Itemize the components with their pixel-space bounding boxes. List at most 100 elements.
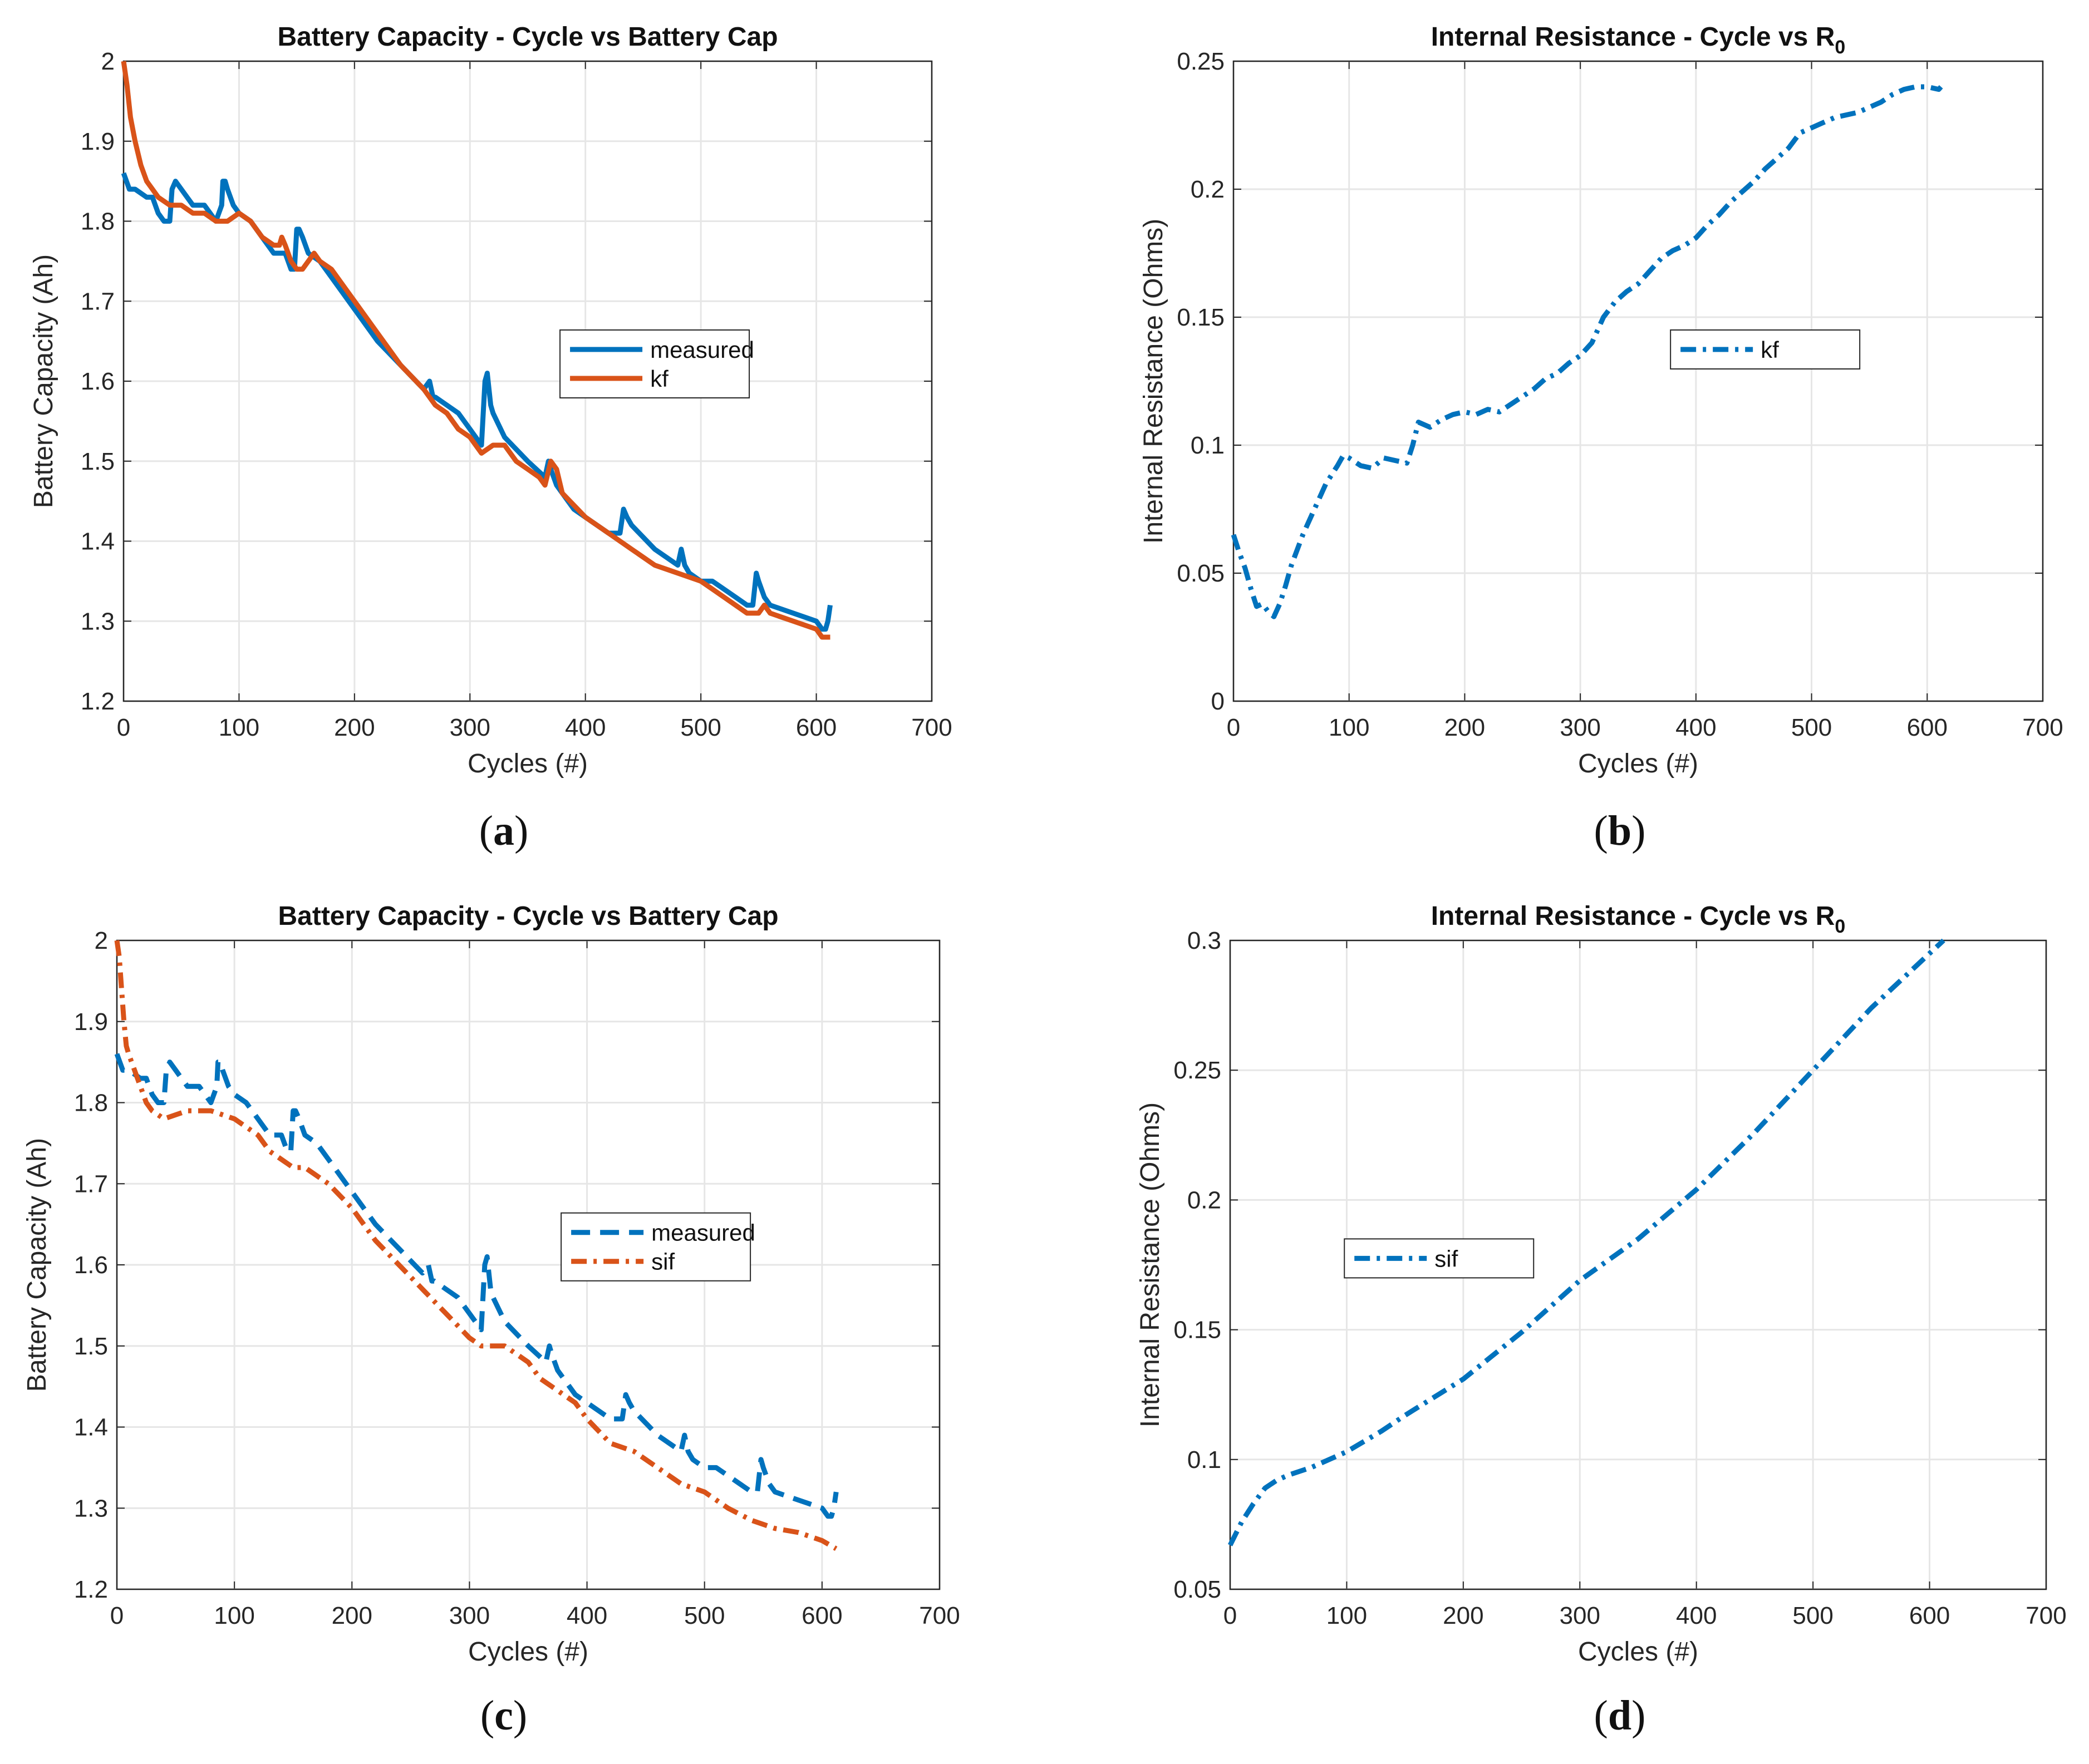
legend-box: [561, 1212, 751, 1282]
chart-title-subscript: 0: [1835, 916, 1845, 937]
plot-area: [1233, 61, 2043, 701]
caption-b: (b): [1594, 807, 1646, 854]
x-tick-label: 100: [1326, 1602, 1367, 1629]
x-tick-label: 300: [1560, 714, 1600, 741]
chart-title-main: Internal Resistance - Cycle vs R: [1431, 22, 1835, 52]
y-tick-label: 1.7: [81, 288, 115, 315]
x-axis-label: Cycles (#): [468, 749, 588, 778]
x-tick-label: 700: [2026, 1602, 2066, 1629]
x-tick-label: 300: [1560, 1602, 1600, 1629]
x-tick-label: 700: [911, 714, 952, 741]
x-axis-label: Cycles (#): [468, 1637, 588, 1667]
y-tick-label: 0.1: [1191, 432, 1225, 459]
y-tick-label: 1.8: [81, 208, 115, 235]
y-axis-label: Internal Resistance (Ohms): [1136, 1102, 1165, 1427]
y-tick-label: 0.25: [1177, 48, 1225, 75]
y-tick-label: 0: [1211, 688, 1225, 715]
x-tick-label: 700: [919, 1602, 960, 1629]
y-tick-label: 0.1: [1187, 1446, 1221, 1474]
x-tick-label: 700: [2022, 714, 2063, 741]
y-tick-label: 0.15: [1173, 1317, 1221, 1344]
x-tick-label: 400: [1676, 1602, 1717, 1629]
x-tick-label: 0: [1223, 1602, 1237, 1629]
y-axis-label: Battery Capacity (Ah): [29, 254, 58, 508]
y-tick-label: 1.6: [81, 368, 115, 395]
y-tick-label: 1.5: [81, 448, 115, 475]
axes-box: [1229, 939, 2047, 1590]
y-tick-label: 0.05: [1177, 560, 1225, 587]
x-tick-label: 500: [1791, 714, 1832, 741]
x-tick-label: 200: [1444, 714, 1485, 741]
x-tick-label: 400: [567, 1602, 607, 1629]
x-tick-label: 0: [110, 1602, 124, 1629]
y-tick-label: 1.9: [74, 1008, 108, 1036]
internal-resistance-kf-chart: 0 100 200 300 400 500 600 700 0 0.05 0.1 0.15 0.2 0.2…: [1139, 22, 2063, 778]
legend-label-sif: sif: [1434, 1245, 1458, 1272]
x-tick-label: 400: [565, 714, 606, 741]
series-line-measured: [114, 1053, 839, 1519]
y-tick-label: 0.2: [1187, 1186, 1221, 1214]
chart-title: Internal Resistance - Cycle vs R0: [1431, 22, 1846, 58]
legend-box: [1670, 329, 1861, 369]
y-tick-label: 1.4: [74, 1414, 108, 1441]
x-tick-label: 200: [1443, 1602, 1483, 1629]
x-tick-label: 600: [1907, 714, 1948, 741]
x-tick-label: 0: [117, 714, 130, 741]
y-tick-label: 1.8: [74, 1090, 108, 1117]
y-axis-label: Battery Capacity (Ah): [22, 1138, 52, 1392]
legend-box: [1344, 1238, 1535, 1279]
x-tick-label: 500: [1792, 1602, 1833, 1629]
chart-title: Battery Capacity - Cycle vs Battery Cap: [278, 901, 778, 931]
x-tick-label: 200: [332, 1602, 372, 1629]
legend-label-sif: sif: [651, 1249, 675, 1275]
y-tick-label: 2: [95, 927, 108, 954]
y-tick-label: 0.15: [1177, 304, 1225, 331]
chart-title: Battery Capacity - Cycle vs Battery Cap: [277, 22, 778, 52]
y-tick-label: 1.5: [74, 1333, 108, 1360]
y-tick-label: 1.9: [81, 128, 115, 155]
chart-title-main: Battery Capacity - Cycle vs Battery Cap: [278, 901, 778, 931]
x-tick-label: 600: [796, 714, 837, 741]
internal-resistance-sif-chart: 0 100 200 300 400 500 600 700 0.05 0.1 0.15 0.2 0.25…: [1136, 901, 2067, 1667]
x-tick-label: 500: [680, 714, 721, 741]
chart-title-main: Internal Resistance - Cycle vs R: [1431, 901, 1835, 931]
legend-label-kf: kf: [1761, 337, 1779, 363]
caption-d: (d): [1594, 1692, 1646, 1739]
y-tick-label: 1.7: [74, 1170, 108, 1198]
chart-panel-a: 0 100 200 300 400 500 600 700 1.2 1.3 1.4 1.5 1.6 1.7…: [0, 0, 1024, 801]
axes-box: [1232, 60, 2044, 702]
caption-a: (a): [479, 807, 529, 854]
x-tick-label: 100: [1329, 714, 1369, 741]
y-tick-label: 1.3: [81, 608, 115, 635]
series-line-sif: [114, 940, 838, 1551]
caption-c: (c): [480, 1692, 528, 1739]
y-tick-label: 1.2: [74, 1576, 108, 1603]
x-tick-label: 100: [214, 1602, 254, 1629]
x-axis-label: Cycles (#): [1578, 1637, 1698, 1667]
legend-box: [559, 329, 750, 398]
x-tick-label: 300: [449, 1602, 490, 1629]
chart-panel-b: 0 100 200 300 400 500 600 700 0 0.05 0.1 0.15 0.2 0.2…: [1069, 0, 2089, 801]
battery-capacity-kf-chart: 0 100 200 300 400 500 600 700 1.2 1.3 1.4 1.5 1.6 1.7…: [29, 22, 952, 778]
axes-box: [122, 60, 933, 702]
legend-label-measured: measured: [650, 337, 754, 363]
series-line-kf: [1231, 84, 1943, 619]
x-axis-label: Cycles (#): [1578, 749, 1698, 778]
series-line-measured: [121, 172, 833, 632]
series-line-kf: [121, 61, 830, 640]
x-tick-label: 600: [802, 1602, 842, 1629]
y-tick-label: 0.3: [1187, 927, 1221, 954]
y-tick-label: 0.2: [1191, 176, 1225, 203]
x-tick-label: 300: [450, 714, 490, 741]
y-tick-label: 0.25: [1173, 1057, 1221, 1084]
x-tick-label: 200: [334, 714, 375, 741]
axes-box: [116, 939, 941, 1590]
x-tick-label: 400: [1675, 714, 1716, 741]
x-tick-label: 0: [1227, 714, 1240, 741]
x-tick-label: 500: [684, 1602, 725, 1629]
y-tick-label: 2: [101, 48, 115, 75]
battery-capacity-sif-chart: 0 100 200 300 400 500 600 700 1.2 1.3 1.4 1.5 1.6 1.7…: [22, 901, 960, 1667]
x-tick-label: 100: [219, 714, 259, 741]
chart-title-subscript: 0: [1835, 37, 1845, 58]
y-axis-label: Internal Resistance (Ohms): [1139, 219, 1168, 544]
